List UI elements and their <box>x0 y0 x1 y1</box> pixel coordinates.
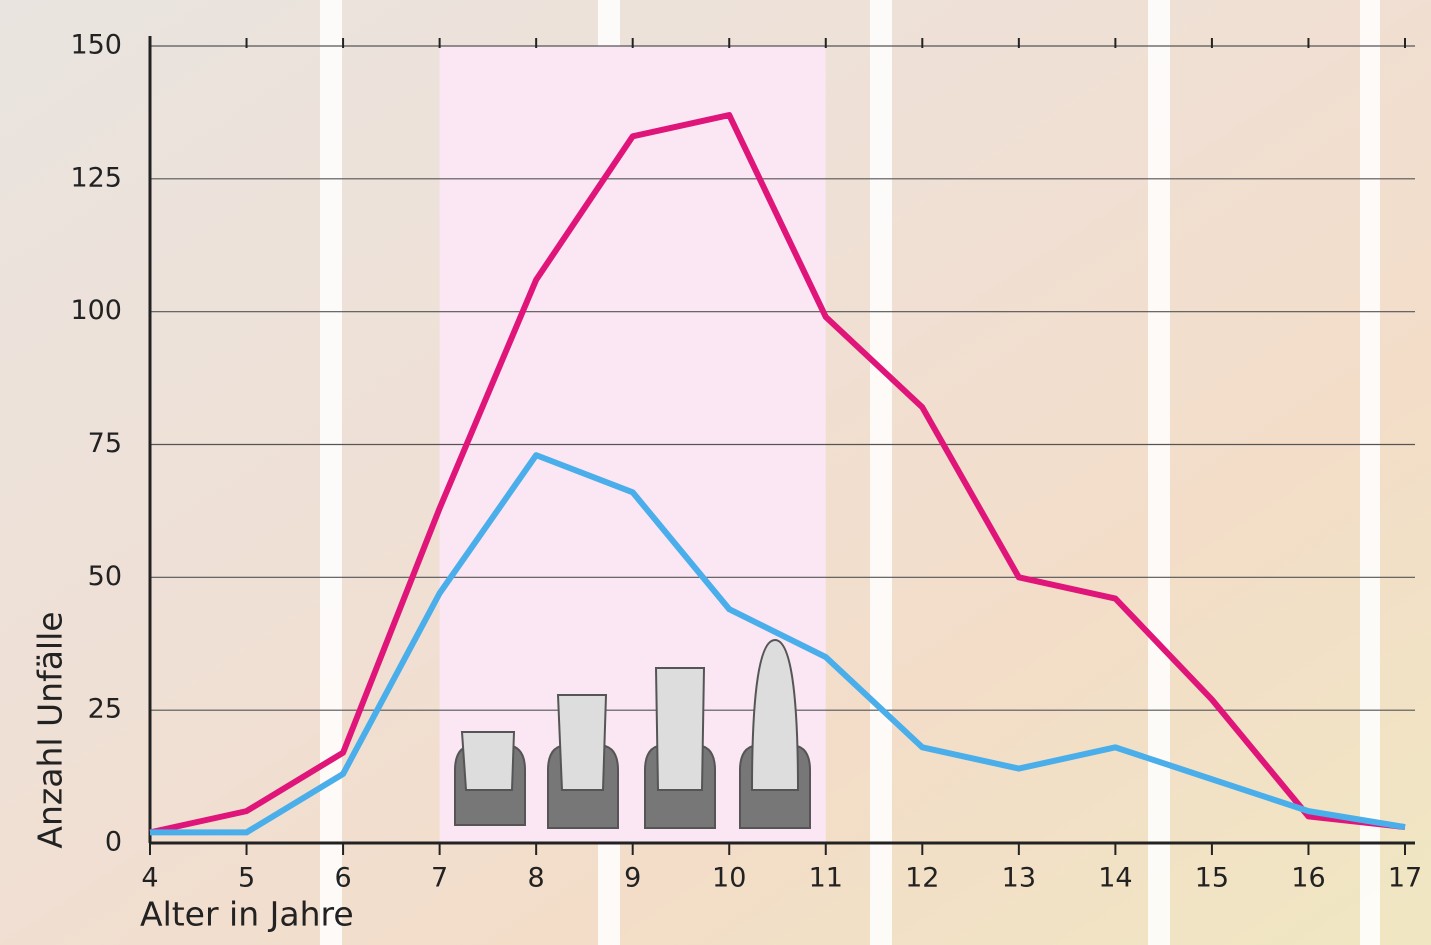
series-line <box>150 452 1406 836</box>
x-tick-label: 15 <box>1195 863 1229 894</box>
x-tick-label: 16 <box>1291 863 1325 894</box>
x-tick-label: 6 <box>334 863 351 894</box>
x-tick-label: 17 <box>1388 863 1422 894</box>
x-tick-label: 8 <box>528 863 545 894</box>
y-tick-label: 0 <box>105 827 122 858</box>
x-tick-label: 11 <box>809 863 843 894</box>
plot: 0 25 50 75 100 125 150 4 5 6 7 8 9 10 11 12 13 14 15 16 17 <box>70 30 1422 894</box>
teeth-icons <box>454 638 811 829</box>
x-tick-label: 14 <box>1098 863 1132 894</box>
y-tick-label: 150 <box>70 30 122 61</box>
y-tick-label: 125 <box>70 162 122 193</box>
x-tick-label: 10 <box>712 863 746 894</box>
x-tick-label: 4 <box>141 863 158 894</box>
x-axis-label: Alter in Jahre <box>140 895 354 934</box>
y-tick-label: 100 <box>70 295 122 326</box>
x-tick-label: 13 <box>1002 863 1036 894</box>
y-tick-label: 25 <box>88 694 122 725</box>
x-tick-label: 7 <box>431 863 448 894</box>
x-tick-label: 9 <box>624 863 641 894</box>
x-tick-label: 12 <box>905 863 939 894</box>
y-axis-label: Anzahl Unfälle <box>31 611 70 848</box>
x-tick-label: 5 <box>238 863 255 894</box>
series-line <box>149 112 1406 836</box>
y-tick-label: 75 <box>88 428 122 459</box>
y-tick-label: 50 <box>88 561 122 592</box>
